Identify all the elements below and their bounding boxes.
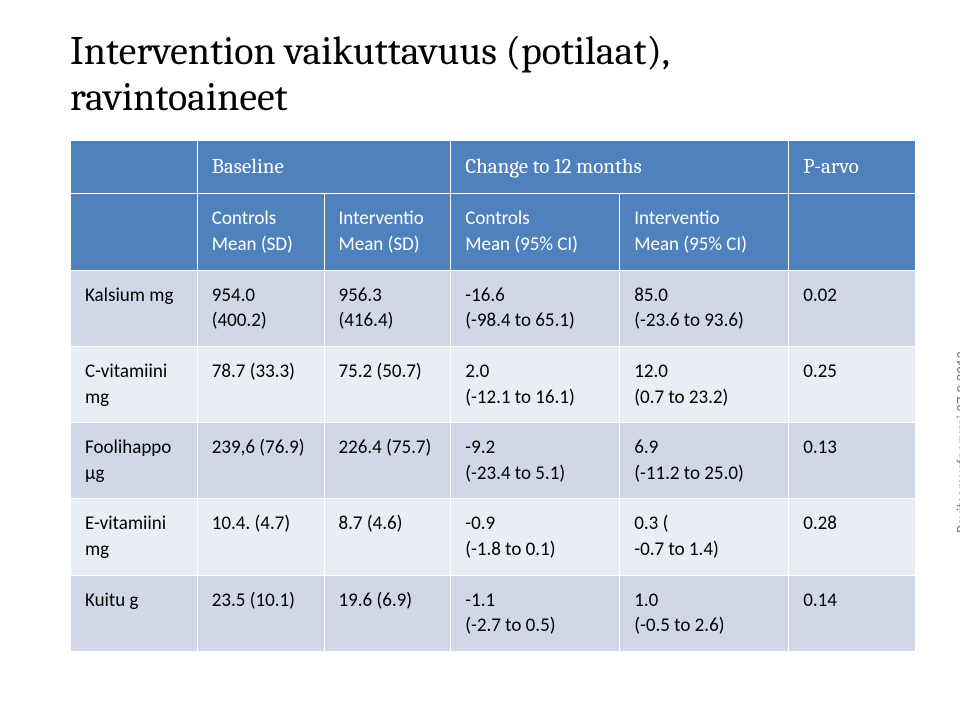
cell: 0.13 bbox=[789, 423, 916, 499]
cell: 0.3 (-0.7 to 1.4) bbox=[620, 499, 789, 575]
side-note: Ravitsemusfoorumi 27.9.2012 bbox=[954, 351, 960, 533]
table-row: Kalsium mg 954.0 (400.2) 956.3 (416.4) -… bbox=[71, 270, 916, 346]
cell: 956.3 (416.4) bbox=[324, 270, 451, 346]
table-body: Kalsium mg 954.0 (400.2) 956.3 (416.4) -… bbox=[71, 270, 916, 651]
cell: 0.28 bbox=[789, 499, 916, 575]
subhead-interv-sd: InterventioMean (SD) bbox=[324, 194, 451, 270]
cell: 2.0(-12.1 to 16.1) bbox=[451, 346, 620, 422]
title-line-1: Intervention vaikuttavuus (potilaat), bbox=[70, 28, 670, 74]
header-change: Change to 12 months bbox=[451, 141, 789, 194]
cell: -16.6(-98.4 to 65.1) bbox=[451, 270, 620, 346]
header-row-1: Baseline Change to 12 months P-arvo bbox=[71, 141, 916, 194]
header-blank bbox=[71, 141, 198, 194]
row-label: Kuitu g bbox=[71, 575, 198, 651]
header-p: P-arvo bbox=[789, 141, 916, 194]
table-row: E-vitamiini mg 10.4. (4.7) 8.7 (4.6) -0.… bbox=[71, 499, 916, 575]
cell: 78.7 (33.3) bbox=[197, 346, 324, 422]
subhead-controls-sd: ControlsMean (SD) bbox=[197, 194, 324, 270]
slide: Intervention vaikuttavuus (potilaat), ra… bbox=[0, 0, 960, 720]
cell: 23.5 (10.1) bbox=[197, 575, 324, 651]
row-label: Foolihappo µg bbox=[71, 423, 198, 499]
table-row: Foolihappo µg 239,6 (76.9) 226.4 (75.7) … bbox=[71, 423, 916, 499]
cell: 10.4. (4.7) bbox=[197, 499, 324, 575]
cell: -1.1(-2.7 to 0.5) bbox=[451, 575, 620, 651]
cell: 954.0 (400.2) bbox=[197, 270, 324, 346]
results-table: Baseline Change to 12 months P-arvo Cont… bbox=[70, 140, 916, 652]
cell: 19.6 (6.9) bbox=[324, 575, 451, 651]
subhead-blank bbox=[71, 194, 198, 270]
cell: 1.0(-0.5 to 2.6) bbox=[620, 575, 789, 651]
row-label: C-vitamiini mg bbox=[71, 346, 198, 422]
table-row: C-vitamiini mg 78.7 (33.3) 75.2 (50.7) 2… bbox=[71, 346, 916, 422]
subhead-controls-ci: ControlsMean (95% CI) bbox=[451, 194, 620, 270]
cell: 226.4 (75.7) bbox=[324, 423, 451, 499]
row-label: E-vitamiini mg bbox=[71, 499, 198, 575]
row-label: Kalsium mg bbox=[71, 270, 198, 346]
slide-title: Intervention vaikuttavuus (potilaat), ra… bbox=[70, 28, 916, 120]
header-baseline: Baseline bbox=[197, 141, 451, 194]
cell: 8.7 (4.6) bbox=[324, 499, 451, 575]
cell: -0.9(-1.8 to 0.1) bbox=[451, 499, 620, 575]
subhead-p-blank bbox=[789, 194, 916, 270]
cell: 85.0(-23.6 to 93.6) bbox=[620, 270, 789, 346]
header-row-2: ControlsMean (SD) InterventioMean (SD) C… bbox=[71, 194, 916, 270]
table-row: Kuitu g 23.5 (10.1) 19.6 (6.9) -1.1(-2.7… bbox=[71, 575, 916, 651]
cell: -9.2 (-23.4 to 5.1) bbox=[451, 423, 620, 499]
cell: 0.02 bbox=[789, 270, 916, 346]
cell: 75.2 (50.7) bbox=[324, 346, 451, 422]
cell: 239,6 (76.9) bbox=[197, 423, 324, 499]
cell: 12.0(0.7 to 23.2) bbox=[620, 346, 789, 422]
cell: 0.25 bbox=[789, 346, 916, 422]
title-line-2: ravintoaineet bbox=[70, 74, 288, 120]
subhead-interv-ci: InterventioMean (95% CI) bbox=[620, 194, 789, 270]
cell: 6.9(-11.2 to 25.0) bbox=[620, 423, 789, 499]
cell: 0.14 bbox=[789, 575, 916, 651]
